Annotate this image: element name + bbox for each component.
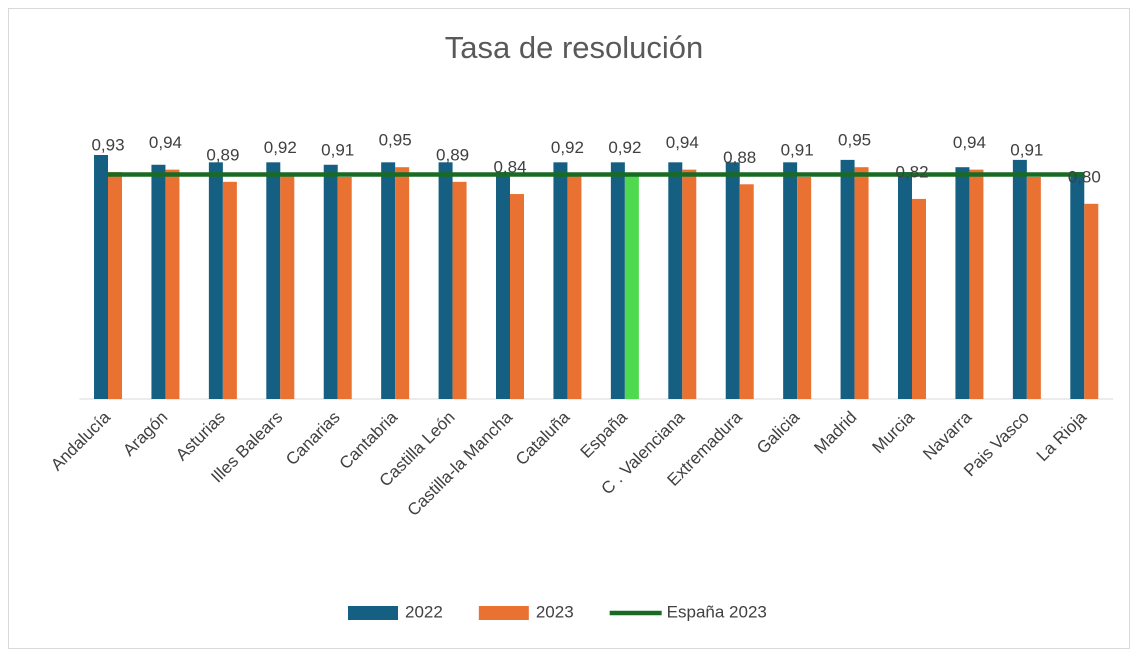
bar bbox=[624, 174, 639, 399]
bar bbox=[682, 169, 697, 399]
bar bbox=[898, 172, 913, 399]
data-label: 0,92 bbox=[264, 138, 297, 157]
bar bbox=[208, 162, 223, 399]
legend-swatch bbox=[478, 606, 529, 620]
bar bbox=[266, 162, 281, 399]
data-label: 0,91 bbox=[321, 140, 354, 159]
bar bbox=[1012, 159, 1027, 399]
data-label: 0,80 bbox=[1068, 167, 1101, 186]
bar bbox=[94, 155, 109, 399]
bar bbox=[151, 164, 166, 399]
bar bbox=[739, 184, 754, 399]
bar bbox=[610, 162, 625, 399]
bar bbox=[395, 167, 410, 399]
bar bbox=[840, 159, 855, 399]
bar bbox=[668, 162, 683, 399]
bar bbox=[854, 167, 869, 399]
bar bbox=[381, 162, 396, 399]
data-label: 0,88 bbox=[723, 148, 756, 167]
legend-swatch bbox=[348, 606, 398, 620]
bar bbox=[438, 162, 453, 399]
bar bbox=[510, 194, 525, 399]
data-label: 0,91 bbox=[1010, 140, 1043, 159]
data-label: 0,92 bbox=[551, 138, 584, 157]
data-label: 0,94 bbox=[149, 133, 182, 152]
data-label: 0,91 bbox=[781, 140, 814, 159]
bar bbox=[280, 174, 295, 399]
data-label: 0,92 bbox=[608, 138, 641, 157]
bar bbox=[1070, 172, 1085, 399]
bar bbox=[797, 176, 812, 399]
bar bbox=[1026, 176, 1041, 399]
bar bbox=[783, 162, 798, 399]
data-label: 0,95 bbox=[838, 131, 871, 150]
bar bbox=[1084, 203, 1099, 399]
data-label: 0,94 bbox=[953, 133, 986, 152]
bar bbox=[553, 162, 568, 399]
data-label: 0,93 bbox=[91, 136, 124, 155]
bar bbox=[567, 174, 582, 399]
bar bbox=[452, 181, 467, 399]
bar bbox=[165, 169, 180, 399]
data-label: 0,82 bbox=[895, 162, 928, 181]
data-label: 0,89 bbox=[436, 145, 469, 164]
bar bbox=[955, 167, 970, 399]
data-label: 0,95 bbox=[379, 131, 412, 150]
bar bbox=[337, 176, 352, 399]
legend-label: 2023 bbox=[536, 602, 574, 621]
bar bbox=[496, 172, 511, 399]
data-label: 0,94 bbox=[666, 133, 699, 152]
bar bbox=[912, 198, 927, 399]
bar bbox=[969, 169, 984, 399]
bar bbox=[725, 162, 740, 399]
legend-label: 2022 bbox=[405, 602, 443, 621]
chart-title: Tasa de resolución bbox=[445, 30, 704, 65]
bar bbox=[323, 164, 338, 399]
data-label: 0,84 bbox=[493, 158, 526, 177]
bar bbox=[222, 181, 237, 399]
data-label: 0,89 bbox=[206, 145, 239, 164]
legend-label: España 2023 bbox=[667, 602, 767, 621]
bar bbox=[108, 172, 123, 399]
